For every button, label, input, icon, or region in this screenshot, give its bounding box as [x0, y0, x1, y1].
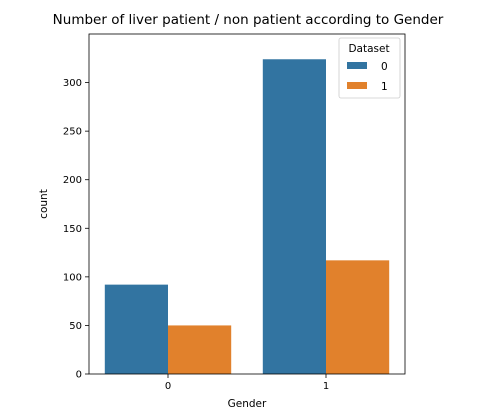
bar-gender-0-dataset-0: [104, 284, 168, 374]
y-tick-label: 50: [69, 321, 82, 332]
chart-title: Number of liver patient / non patient ac…: [53, 12, 444, 28]
bars-group: [104, 59, 390, 374]
legend-swatch-1: [347, 82, 367, 89]
bar-gender-1-dataset-1: [326, 260, 390, 374]
y-ticks: 0 50 100 150 200 250 300: [63, 78, 89, 381]
x-tick-label: 0: [165, 381, 171, 392]
legend-swatch-0: [347, 62, 367, 69]
y-axis-label: count: [38, 189, 50, 219]
y-tick-label: 300: [63, 78, 82, 89]
axes-group: [88, 33, 406, 375]
bar-gender-0-dataset-1: [168, 325, 232, 374]
legend-title: Dataset: [348, 43, 389, 55]
plot-frame: [88, 33, 406, 375]
x-tick-label: 1: [323, 381, 329, 392]
y-tick-label: 200: [63, 175, 82, 186]
y-tick-label: 0: [76, 370, 82, 381]
bar-gender-1-dataset-0: [262, 59, 326, 374]
y-tick-label: 100: [63, 272, 82, 283]
x-axis-label: Gender: [228, 398, 267, 410]
legend: Dataset 0 1: [338, 37, 401, 99]
legend-label-0: 0: [381, 61, 388, 73]
y-tick-label: 150: [63, 224, 82, 235]
y-tick-label: 250: [63, 127, 82, 138]
legend-label-1: 1: [381, 81, 388, 93]
